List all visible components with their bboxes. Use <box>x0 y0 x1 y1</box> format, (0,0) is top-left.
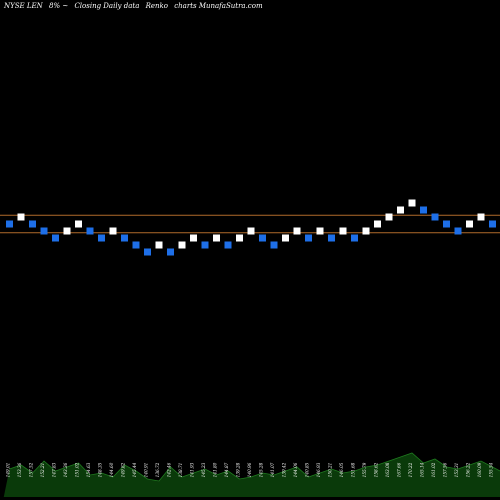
header-chart-type: Renko <box>145 2 169 10</box>
renko-brick-up <box>466 220 473 228</box>
x-tick-label: 145.23 <box>201 462 206 477</box>
renko-brick-down <box>6 220 13 228</box>
chart-header: NYSE LEN 8% ~ Closing Daily data Renko c… <box>4 2 267 10</box>
renko-brick-down <box>489 220 496 228</box>
renko-brick-down <box>420 206 427 214</box>
renko-brick-down <box>351 234 358 242</box>
x-tick-label: 155.54 <box>489 462 494 477</box>
x-tick-label: 153.31 <box>454 463 459 478</box>
x-tick-label: 156.22 <box>466 462 471 477</box>
renko-brick-down <box>259 234 266 242</box>
renko-brick-down <box>29 220 36 228</box>
renko-brick-down <box>144 248 151 256</box>
x-tick-label: 144.06 <box>293 462 298 477</box>
x-tick-label: 160.09 <box>477 462 482 477</box>
renko-brick-up <box>282 234 289 242</box>
renko-brick-up <box>178 241 186 249</box>
renko-brick-down <box>305 234 312 242</box>
x-tick-label: 154.63 <box>86 462 91 477</box>
renko-brick-up <box>213 234 220 242</box>
header-site: charts MunafaSutra.com <box>174 2 263 10</box>
renko-brick-up <box>362 227 370 235</box>
x-tick-label: 145.28 <box>259 462 264 477</box>
x-tick-label: 149.82 <box>121 462 126 477</box>
renko-brick-up <box>477 213 485 221</box>
x-tick-label: 161.02 <box>431 462 436 477</box>
renko-brick-down <box>167 248 174 256</box>
renko-brick-up <box>236 234 243 242</box>
x-tick-label: 140.96 <box>247 462 252 477</box>
x-tick-label: 140.85 <box>305 462 310 477</box>
x-tick-label: 157.52 <box>29 462 34 477</box>
renko-brick-up <box>397 206 404 214</box>
renko-brick-up <box>190 234 197 242</box>
renko-brick-down <box>98 234 105 242</box>
renko-brick-up <box>155 241 163 249</box>
x-tick-label: 151.02 <box>75 462 80 477</box>
renko-brick-down <box>443 220 450 228</box>
x-tick-label: 136.72 <box>155 462 160 477</box>
x-tick-label: 167.66 <box>397 462 402 477</box>
renko-brick-up <box>75 220 82 228</box>
x-tick-label: 138.71 <box>178 463 183 478</box>
x-tick-label: 142.46 <box>167 462 172 477</box>
renko-brick-down <box>454 227 462 235</box>
x-tick-label: 147.83 <box>52 462 57 477</box>
header-symbol: NYSE LEN <box>4 2 43 10</box>
volume-line <box>9 452 500 482</box>
x-tick-label: 141.93 <box>190 462 195 477</box>
header-desc: Closing Daily data <box>74 2 140 10</box>
renko-brick-down <box>201 241 209 249</box>
x-tick-label: 145.44 <box>132 462 137 477</box>
renko-brick-down <box>224 241 232 249</box>
renko-brick-up <box>408 199 416 207</box>
x-tick-label: 158.62 <box>374 462 379 477</box>
renko-brick-up <box>247 227 255 235</box>
x-tick-label: 146.05 <box>339 462 344 477</box>
x-tick-label: 149.01 <box>6 463 11 478</box>
renko-brick-down <box>431 213 439 221</box>
renko-brick-down <box>132 241 140 249</box>
renko-brick-up <box>385 213 393 221</box>
x-tick-label: 153.36 <box>17 462 22 477</box>
volume-area <box>3 453 500 497</box>
x-tick-label: 143.36 <box>63 462 68 477</box>
x-tick-label: 152.21 <box>40 463 45 478</box>
x-tick-label: 170.22 <box>408 462 413 477</box>
renko-brick-up <box>17 213 25 221</box>
x-tick-label: 139.42 <box>282 462 287 477</box>
renko-brick-up <box>293 227 301 235</box>
x-tick-label: 144.87 <box>224 462 229 477</box>
renko-brick-down <box>121 234 128 242</box>
x-tick-label: 139.28 <box>236 462 241 477</box>
renko-brick-down <box>270 241 278 249</box>
renko-brick-down <box>52 234 59 242</box>
x-tick-label: 150.21 <box>328 463 333 478</box>
x-tick-label: 146.93 <box>316 462 321 477</box>
renko-brick-up <box>109 227 117 235</box>
x-tick-label: 163.08 <box>385 462 390 477</box>
renko-brick-down <box>86 227 94 235</box>
renko-brick-up <box>339 227 347 235</box>
renko-brick-up <box>63 227 71 235</box>
x-tick-label: 140.91 <box>144 463 149 478</box>
x-tick-label: 157.56 <box>443 462 448 477</box>
x-tick-label: 148.35 <box>98 462 103 477</box>
header-pct: 8% ~ <box>49 2 69 10</box>
renko-brick-down <box>40 227 48 235</box>
x-tick-label: 165.14 <box>420 462 425 477</box>
x-tick-label: 151.68 <box>351 462 356 477</box>
renko-brick-down <box>328 234 335 242</box>
x-tick-label: 141.07 <box>270 462 275 477</box>
x-tick-label: 155.79 <box>362 462 367 477</box>
x-tick-label: 141.80 <box>213 462 218 477</box>
renko-brick-up <box>374 220 381 228</box>
renko-brick-up <box>316 227 324 235</box>
x-tick-label: 144.60 <box>109 462 114 477</box>
